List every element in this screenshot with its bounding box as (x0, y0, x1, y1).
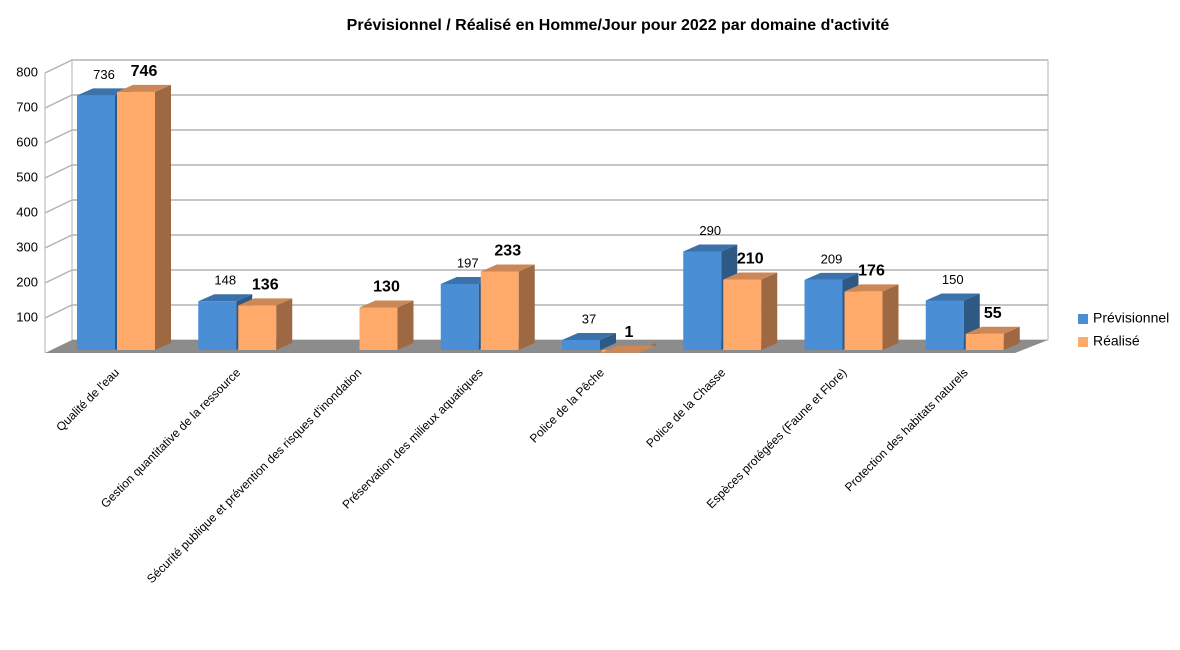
data-label: 746 (131, 63, 158, 80)
grid-line (44, 234, 1048, 249)
data-label: 176 (858, 263, 885, 280)
data-label: 37 (582, 311, 596, 326)
bar-face (683, 251, 722, 350)
grid-line (44, 59, 1048, 74)
data-label: 290 (699, 223, 721, 238)
data-label: 130 (373, 279, 400, 296)
data-label: 197 (457, 255, 479, 270)
data-label: 210 (737, 251, 764, 268)
grid-line (44, 94, 1048, 109)
chart-title: Prévisionnel / Réalisé en Homme/Jour pou… (347, 17, 890, 34)
y-tick-label: 500 (16, 169, 38, 184)
x-tick-label: Qualité de l'eau (53, 365, 122, 434)
data-label: 55 (984, 305, 1002, 322)
bar-face (723, 279, 762, 350)
x-tick-label: Police de la Chasse (643, 365, 728, 450)
bar-face (925, 300, 964, 350)
data-label: 1 (625, 324, 634, 341)
bar (562, 333, 616, 350)
bar-face (440, 284, 479, 350)
bar-face (965, 326, 1020, 334)
grid-line (44, 129, 1048, 144)
x-tick-label: Espèces protégées (Faune et Flore) (704, 365, 850, 511)
bar-face (882, 284, 899, 350)
bar-face (155, 84, 171, 351)
x-tick-label: Police de la Pêche (527, 365, 607, 445)
grid-line (44, 199, 1048, 214)
bar-face (117, 84, 171, 92)
data-label: 148 (214, 273, 236, 288)
bar-face (683, 244, 738, 252)
bar-face (480, 271, 519, 350)
bar-face (965, 333, 1004, 350)
bar (480, 264, 535, 350)
bar-face (804, 279, 843, 350)
bar-face (925, 293, 980, 301)
y-tick-label: 700 (16, 99, 38, 114)
bar-face (804, 272, 859, 280)
bar-face (198, 301, 237, 350)
data-label: 150 (942, 272, 964, 287)
data-label: 233 (494, 243, 521, 260)
x-tick-label: Sécurité publique et prévention des risq… (144, 365, 364, 585)
bar-face (397, 300, 414, 350)
bar-face (1003, 326, 1020, 350)
bar-face (359, 307, 398, 350)
bar-face (359, 300, 414, 308)
bar (238, 298, 293, 350)
x-tick-label: Gestion quantitative de la ressource (98, 365, 244, 511)
bar (965, 326, 1020, 350)
data-label: 136 (252, 277, 279, 294)
legend-label: Réalisé (1093, 333, 1140, 349)
y-tick-label: 800 (16, 64, 38, 79)
bar-face (562, 333, 616, 341)
bar-face (562, 340, 600, 350)
x-tick-label: Préservation des milieux aquatiques (340, 365, 486, 511)
bar (602, 343, 656, 353)
bar-face (238, 298, 293, 306)
y-tick-label: 300 (16, 239, 38, 254)
bar (723, 272, 778, 350)
bar-face (844, 291, 883, 350)
bar-face (117, 91, 155, 351)
bar-face (761, 272, 778, 350)
x-tick-label: Protection des habitats naturels (842, 365, 971, 494)
bar-face (600, 333, 616, 350)
legend-swatch (1078, 314, 1088, 324)
y-tick-label: 600 (16, 134, 38, 149)
bar-face (844, 284, 899, 292)
bar (359, 300, 414, 350)
bar-face (198, 294, 253, 302)
bar-face (238, 305, 277, 350)
bar (844, 284, 899, 350)
y-tick-label: 400 (16, 204, 38, 219)
floor (45, 340, 1048, 353)
bar-face (723, 272, 778, 280)
bar (117, 84, 171, 351)
bar-face (602, 345, 656, 353)
legend-label: Prévisionnel (1093, 310, 1169, 326)
legend-swatch (1078, 337, 1088, 347)
bar-face (77, 95, 115, 351)
bar-face (518, 264, 535, 350)
data-label: 209 (821, 251, 843, 266)
grid-line (44, 164, 1048, 179)
bar-face (276, 298, 293, 350)
data-label: 736 (93, 67, 115, 82)
y-tick-label: 100 (16, 309, 38, 324)
y-tick-label: 200 (16, 274, 38, 289)
bar-face (480, 264, 535, 272)
